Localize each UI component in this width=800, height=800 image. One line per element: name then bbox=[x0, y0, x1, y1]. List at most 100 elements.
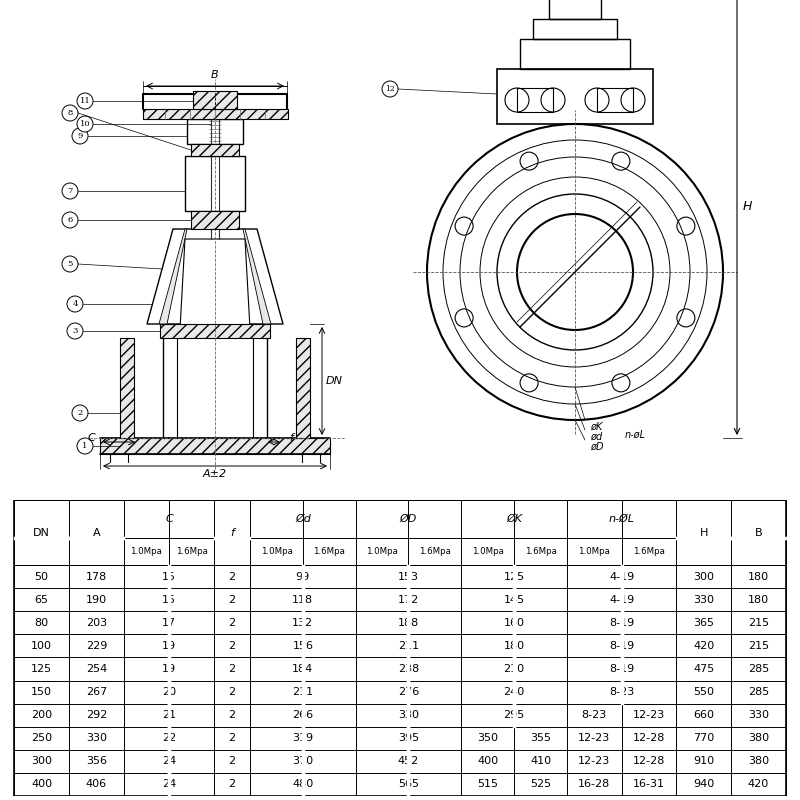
Text: 160: 160 bbox=[504, 618, 525, 628]
Text: B: B bbox=[754, 527, 762, 538]
Text: C: C bbox=[87, 433, 95, 443]
Text: 178: 178 bbox=[86, 572, 107, 582]
Text: 180: 180 bbox=[748, 594, 769, 605]
Text: 8-19: 8-19 bbox=[609, 664, 634, 674]
Text: 8-19: 8-19 bbox=[609, 641, 634, 651]
Text: 550: 550 bbox=[693, 687, 714, 697]
Text: f: f bbox=[230, 527, 234, 538]
Text: 24: 24 bbox=[162, 756, 176, 766]
Text: 180: 180 bbox=[503, 641, 525, 651]
Circle shape bbox=[382, 81, 398, 97]
Bar bbox=[497, 69, 653, 124]
Circle shape bbox=[72, 128, 88, 144]
Text: 410: 410 bbox=[530, 756, 551, 766]
Text: 9: 9 bbox=[78, 132, 82, 140]
Circle shape bbox=[77, 116, 93, 132]
Text: 1.0Mpa: 1.0Mpa bbox=[472, 547, 504, 556]
Text: 7: 7 bbox=[67, 187, 73, 195]
Text: 16-31: 16-31 bbox=[633, 779, 665, 790]
Text: 2: 2 bbox=[229, 756, 236, 766]
Text: 8: 8 bbox=[67, 109, 73, 117]
Text: 395: 395 bbox=[398, 734, 419, 743]
Text: 153: 153 bbox=[398, 572, 419, 582]
Text: 330: 330 bbox=[86, 734, 107, 743]
Text: 211: 211 bbox=[292, 687, 314, 697]
Text: C: C bbox=[165, 514, 173, 524]
Bar bbox=[160, 324, 270, 338]
Text: H: H bbox=[699, 527, 708, 538]
Text: 24: 24 bbox=[162, 779, 176, 790]
Text: 2: 2 bbox=[229, 641, 236, 651]
Text: ød: ød bbox=[590, 432, 602, 442]
Text: 330: 330 bbox=[398, 710, 419, 720]
Text: 565: 565 bbox=[398, 779, 419, 790]
Text: 2: 2 bbox=[229, 594, 236, 605]
Text: Ød: Ød bbox=[295, 514, 310, 524]
Text: 400: 400 bbox=[477, 756, 498, 766]
Text: 355: 355 bbox=[530, 734, 551, 743]
Text: 240: 240 bbox=[503, 687, 525, 697]
Text: 4-19: 4-19 bbox=[609, 594, 634, 605]
Text: 1.0Mpa: 1.0Mpa bbox=[578, 547, 610, 556]
Text: 12-23: 12-23 bbox=[578, 734, 610, 743]
Text: 400: 400 bbox=[31, 779, 52, 790]
Text: 525: 525 bbox=[530, 779, 551, 790]
Bar bbox=[191, 144, 239, 156]
Text: 5: 5 bbox=[67, 260, 73, 268]
Text: 2: 2 bbox=[229, 687, 236, 697]
Text: 380: 380 bbox=[748, 734, 769, 743]
Text: 300: 300 bbox=[693, 572, 714, 582]
Text: 125: 125 bbox=[503, 572, 525, 582]
Text: 156: 156 bbox=[292, 641, 314, 651]
Text: 380: 380 bbox=[748, 756, 769, 766]
Bar bbox=[120, 338, 134, 438]
Text: 319: 319 bbox=[292, 734, 314, 743]
Text: 8-23: 8-23 bbox=[609, 687, 634, 697]
Text: 285: 285 bbox=[748, 664, 769, 674]
Text: 2: 2 bbox=[229, 710, 236, 720]
Text: 8-23: 8-23 bbox=[582, 710, 607, 720]
Circle shape bbox=[62, 256, 78, 272]
Text: 210: 210 bbox=[503, 664, 525, 674]
Text: 172: 172 bbox=[398, 594, 419, 605]
Text: 420: 420 bbox=[748, 779, 769, 790]
Text: 295: 295 bbox=[503, 710, 525, 720]
Circle shape bbox=[67, 296, 83, 312]
Text: 12: 12 bbox=[385, 85, 395, 93]
Text: 660: 660 bbox=[693, 710, 714, 720]
Text: ØK: ØK bbox=[506, 514, 522, 524]
Text: 285: 285 bbox=[748, 687, 769, 697]
Text: A: A bbox=[93, 527, 100, 538]
Text: 11: 11 bbox=[80, 97, 90, 105]
Text: 2: 2 bbox=[229, 618, 236, 628]
Text: 118: 118 bbox=[292, 594, 314, 605]
Text: n-ØL: n-ØL bbox=[609, 514, 634, 524]
Text: 19: 19 bbox=[162, 664, 176, 674]
Text: 4-19: 4-19 bbox=[609, 572, 634, 582]
Circle shape bbox=[62, 212, 78, 228]
Text: 300: 300 bbox=[31, 756, 52, 766]
Text: 19: 19 bbox=[162, 641, 176, 651]
Text: 6: 6 bbox=[67, 216, 73, 224]
Text: 4: 4 bbox=[72, 300, 78, 308]
Polygon shape bbox=[159, 229, 187, 324]
Text: øK: øK bbox=[590, 422, 602, 432]
Text: 1.6Mpa: 1.6Mpa bbox=[314, 547, 346, 556]
Text: 12-28: 12-28 bbox=[633, 734, 665, 743]
Text: 356: 356 bbox=[86, 756, 107, 766]
Text: 190: 190 bbox=[86, 594, 107, 605]
Text: 266: 266 bbox=[292, 710, 314, 720]
Text: 480: 480 bbox=[292, 779, 314, 790]
Bar bbox=[191, 211, 239, 229]
Circle shape bbox=[77, 93, 93, 109]
Text: 145: 145 bbox=[503, 594, 525, 605]
Text: 188: 188 bbox=[398, 618, 419, 628]
Text: 215: 215 bbox=[748, 641, 769, 651]
Text: 180: 180 bbox=[748, 572, 769, 582]
Text: 65: 65 bbox=[34, 594, 49, 605]
Text: 215: 215 bbox=[748, 618, 769, 628]
Circle shape bbox=[62, 183, 78, 199]
Text: 1.0Mpa: 1.0Mpa bbox=[261, 547, 292, 556]
Text: DN: DN bbox=[326, 376, 343, 386]
Bar bbox=[143, 109, 288, 119]
